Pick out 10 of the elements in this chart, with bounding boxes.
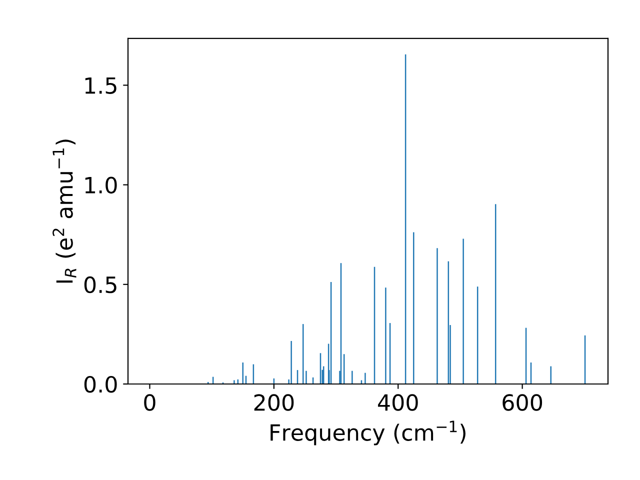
x-tick-label: 0	[144, 394, 156, 411]
y-tick-label: 1.5	[85, 77, 116, 94]
x-tick-label: 200	[254, 394, 294, 411]
y-tick-label: 1.0	[85, 176, 117, 194]
x-tick-label: 400	[378, 394, 418, 411]
y-axis-title: I$_{R}$ (e$^{2}$ amu$^{−1}$)	[52, 140, 76, 283]
y-tick-label: 0.5	[84, 276, 116, 294]
y-tick-label: 0.0	[84, 376, 117, 393]
x-tick-label: 600	[502, 394, 542, 411]
x-axis-title: Frequency (cm$^{−1}$)	[270, 420, 466, 446]
